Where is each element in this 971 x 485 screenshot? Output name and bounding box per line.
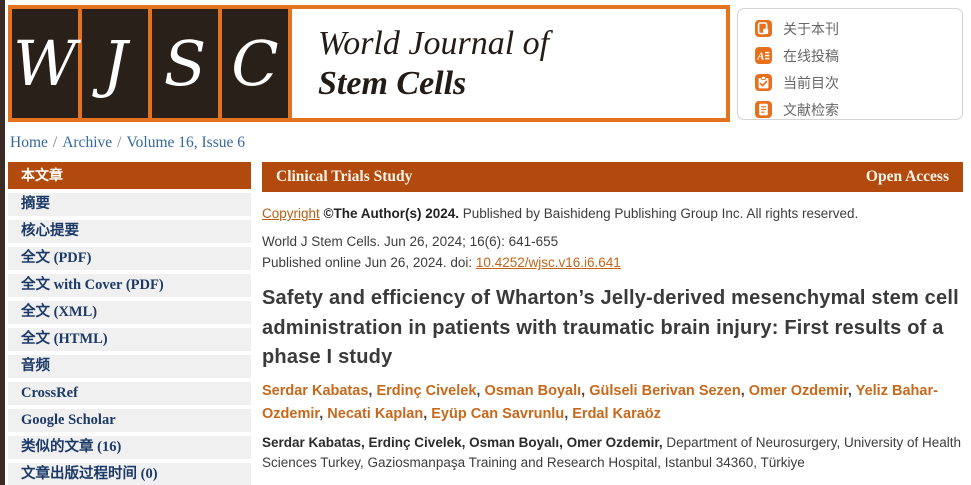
- journal-title-line1: World Journal of: [318, 24, 550, 62]
- online-submission-icon: A: [755, 47, 772, 64]
- journal-title: World Journal of Stem Cells: [292, 9, 726, 118]
- journal-quick-menu: 关于本刊 A 在线投稿 当前目次: [737, 8, 963, 120]
- author-separator: ,: [847, 382, 856, 399]
- menu-item-label: 在线投稿: [783, 47, 839, 64]
- sidebar-item-fulltext-xml[interactable]: 全文 (XML): [8, 301, 251, 324]
- svg-text:A: A: [756, 52, 764, 63]
- author-separator: ,: [581, 382, 590, 399]
- copyright-link[interactable]: Copyright: [262, 206, 320, 221]
- author-separator: ,: [368, 382, 377, 399]
- author-list: Serdar Kabatas, Erdinç Civelek, Osman Bo…: [262, 380, 963, 426]
- logo-letter-s: S: [152, 9, 218, 118]
- breadcrumb-home-link[interactable]: Home: [10, 134, 48, 151]
- affiliation-authors: Serdar Kabatas, Erdinç Civelek, Osman Bo…: [262, 434, 667, 450]
- menu-item-online-submission[interactable]: A 在线投稿: [755, 47, 962, 64]
- author-link[interactable]: Osman Boyalı: [484, 382, 582, 399]
- copyright-line: Copyright ©The Author(s) 2024. Published…: [262, 205, 963, 222]
- article-category-bar: Clinical Trials Study Open Access: [262, 162, 963, 192]
- author-link[interactable]: Erdinç Civelek: [376, 382, 477, 399]
- author-link[interactable]: Omer Ozdemir: [748, 382, 848, 399]
- affiliation-block: Serdar Kabatas, Erdinç Civelek, Osman Bo…: [262, 433, 963, 474]
- sidebar-item-abstract[interactable]: 摘要: [8, 193, 251, 216]
- menu-item-literature-search[interactable]: 文献检索: [755, 101, 962, 118]
- menu-item-current-issue[interactable]: 当前目次: [755, 74, 962, 91]
- breadcrumb-separator: /: [117, 134, 122, 151]
- article-title: Safety and efficiency of Wharton’s Jelly…: [262, 287, 959, 368]
- sidebar-item-core-tips[interactable]: 核心提要: [8, 220, 251, 243]
- published-online-text: Published online Jun 26, 2024. doi:: [262, 255, 476, 270]
- sidebar-item-fulltext-with-cover-pdf[interactable]: 全文 with Cover (PDF): [8, 274, 251, 297]
- sidebar-item-crossref[interactable]: CrossRef: [8, 382, 251, 405]
- author-link[interactable]: Serdar Kabatas: [262, 382, 369, 399]
- open-access-badge: Open Access: [865, 168, 949, 185]
- logo-letter-c: C: [222, 9, 288, 118]
- author-link[interactable]: Yeliz Bahar-Ozdemir: [262, 382, 938, 422]
- article-category-label: Clinical Trials Study: [276, 168, 413, 185]
- menu-item-label: 文献检索: [783, 101, 839, 118]
- menu-item-label: 关于本刊: [783, 20, 839, 37]
- copyright-authors: ©The Author(s) 2024.: [319, 206, 459, 221]
- author-separator: ,: [476, 382, 485, 399]
- sidebar-item-publication-timeline[interactable]: 文章出版过程时间 (0): [8, 463, 251, 485]
- breadcrumb-current-issue-link[interactable]: Volume 16, Issue 6: [126, 134, 245, 151]
- author-separator: ,: [564, 405, 573, 422]
- journal-title-line2: Stem Cells: [318, 64, 467, 102]
- citation-block: World J Stem Cells. Jun 26, 2024; 16(6):…: [262, 231, 963, 273]
- article-main: Clinical Trials Study Open Access Copyri…: [262, 162, 963, 474]
- author-link[interactable]: Erdal Karaöz: [572, 405, 661, 422]
- sidebar-item-google-scholar[interactable]: Google Scholar: [8, 409, 251, 432]
- sidebar-header: 本文章: [8, 162, 251, 189]
- menu-item-about-journal[interactable]: 关于本刊: [755, 20, 962, 37]
- breadcrumb: Home / Archive / Volume 16, Issue 6: [10, 134, 245, 154]
- author-link[interactable]: Gülseli Berivan Sezen: [589, 382, 741, 399]
- author-link[interactable]: Eyüp Can Savrunlu: [431, 405, 565, 422]
- literature-search-icon: [755, 101, 772, 118]
- author-separator: ,: [740, 382, 749, 399]
- menu-item-label: 当前目次: [783, 74, 839, 91]
- author-separator: ,: [423, 405, 432, 422]
- sidebar-item-audio[interactable]: 音频: [8, 355, 251, 378]
- page-left-border: [0, 0, 5, 485]
- logo-letter-j: J: [82, 9, 148, 118]
- sidebar-item-fulltext-pdf[interactable]: 全文 (PDF): [8, 247, 251, 270]
- article-sidebar: 本文章 摘要 核心提要 全文 (PDF) 全文 with Cover (PDF)…: [8, 162, 251, 485]
- author-link[interactable]: Necati Kaplan: [327, 405, 424, 422]
- doi-link[interactable]: 10.4252/wjsc.v16.i6.641: [475, 255, 621, 270]
- logo-letter-w: W: [12, 9, 78, 118]
- journal-logo[interactable]: W J S C World Journal of Stem Cells: [8, 5, 730, 122]
- citation-line: World J Stem Cells. Jun 26, 2024; 16(6):…: [262, 234, 559, 249]
- sidebar-item-fulltext-html[interactable]: 全文 (HTML): [8, 328, 251, 351]
- current-issue-icon: [755, 74, 772, 91]
- copyright-text: Published by Baishideng Publishing Group…: [459, 206, 859, 221]
- breadcrumb-archive-link[interactable]: Archive: [62, 134, 113, 151]
- affiliation-text: Department of Neurosurgery, University o…: [262, 434, 962, 471]
- breadcrumb-separator: /: [52, 134, 58, 151]
- about-journal-icon: [755, 20, 772, 37]
- sidebar-item-similar-articles[interactable]: 类似的文章 (16): [8, 436, 251, 459]
- author-separator: ,: [319, 405, 328, 422]
